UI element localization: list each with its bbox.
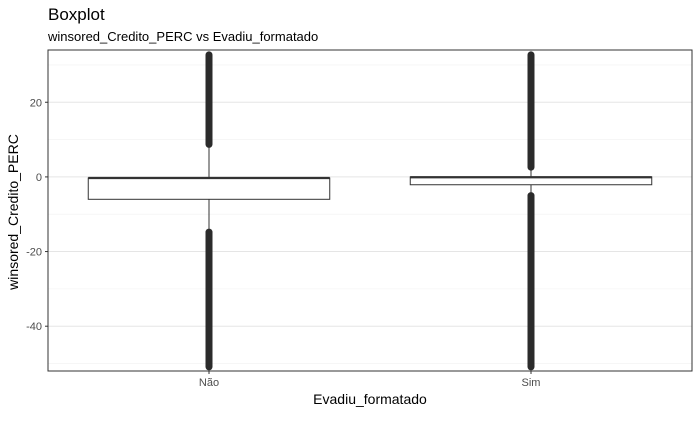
- y-axis-title: winsored_Credito_PERC: [5, 134, 21, 291]
- boxes: [87, 51, 653, 371]
- y-tick-label: 0: [36, 172, 42, 184]
- y-tick-label: 20: [30, 97, 42, 109]
- y-tick-label: -20: [26, 247, 42, 259]
- y-axis-ticks: -40 -20 0 20: [26, 97, 48, 333]
- y-tick-label: -40: [26, 321, 42, 333]
- plot-panel-border: [47, 49, 693, 372]
- chart-subtitle: winsored_Credito_PERC vs Evadiu_formatad…: [47, 29, 318, 44]
- x-axis-ticks: Não Sim: [199, 371, 541, 389]
- x-tick-label: Não: [199, 377, 219, 389]
- box-2: [409, 51, 653, 371]
- box-iqr: [87, 177, 331, 200]
- x-axis-title: Evadiu_formatado: [313, 391, 427, 407]
- chart-title: Boxplot: [48, 5, 105, 24]
- x-tick-label: Sim: [522, 377, 541, 389]
- box-1: [87, 51, 331, 371]
- grid: [48, 50, 692, 371]
